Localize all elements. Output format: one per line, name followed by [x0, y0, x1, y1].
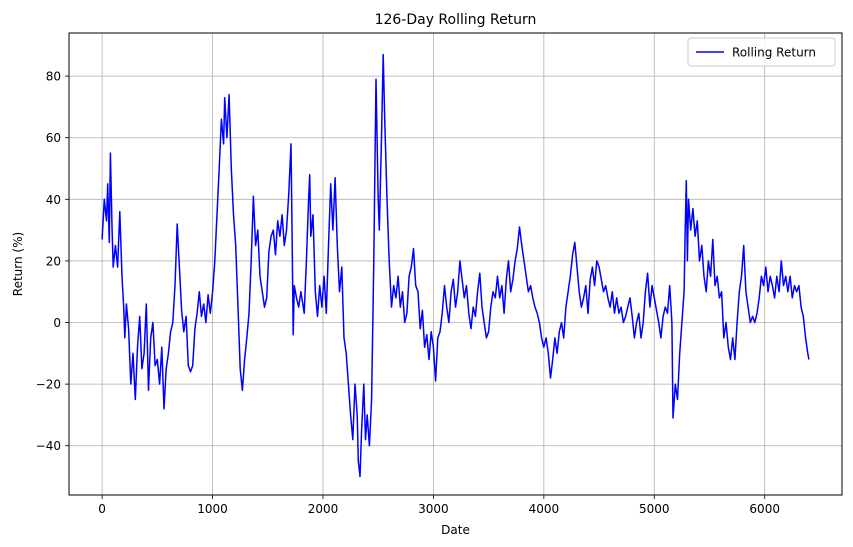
series-line-rolling-return: [101, 53, 810, 478]
plot-frame: [68, 32, 843, 496]
x-tick-label: 0: [98, 502, 106, 516]
x-tick-label: 6000: [749, 502, 780, 516]
x-tick-label: 3000: [418, 502, 449, 516]
y-tick-label: −40: [36, 439, 61, 453]
series-layer: [101, 53, 810, 478]
x-axis-label: Date: [441, 523, 470, 537]
y-tick-label: 20: [46, 254, 61, 268]
legend-label: Rolling Return: [732, 46, 816, 60]
y-tick-label: 60: [46, 131, 61, 145]
y-tick-label: 40: [46, 193, 61, 207]
x-tick-label: 4000: [529, 502, 560, 516]
chart-title: 126-Day Rolling Return: [375, 12, 537, 28]
x-tick-label: 2000: [308, 502, 339, 516]
grid-layer: [69, 33, 842, 495]
x-tick-label: 5000: [639, 502, 670, 516]
y-axis-label: Return (%): [11, 232, 25, 296]
y-tick-label: 0: [53, 316, 61, 330]
legend-box: [687, 37, 836, 67]
y-tick-label: −20: [36, 378, 61, 392]
x-tick-label: 1000: [197, 502, 228, 516]
tick-layer: 0 1000 2000 3000 4000 5000 6000 −40 −20 0 20 40 60 80: [36, 70, 780, 516]
y-tick-label: 80: [46, 70, 61, 84]
legend: Rolling Return: [687, 37, 836, 67]
